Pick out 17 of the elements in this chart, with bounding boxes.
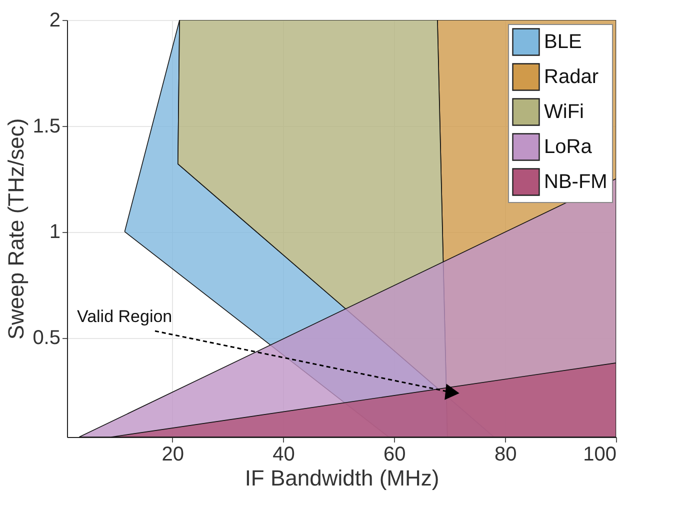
y-tick-label: 2 — [49, 10, 60, 32]
x-tick-label: 20 — [162, 444, 184, 466]
annotation: Valid Region — [77, 307, 172, 326]
legend-label: WiFi — [544, 101, 584, 123]
x-tick-label: 40 — [272, 444, 295, 466]
x-tick-label: 100 — [583, 444, 616, 466]
legend-label: NB-FM — [544, 171, 608, 193]
legend-label: BLE — [544, 31, 582, 53]
y-tick-label: 1.5 — [32, 115, 60, 138]
x-tick-label: 60 — [384, 444, 406, 466]
x-axis-title: IF Bandwidth (MHz) — [244, 466, 440, 490]
x-tick-label: 80 — [494, 444, 517, 466]
legend-label: Radar — [544, 66, 599, 88]
y-tick-label: 1 — [49, 221, 60, 244]
legend-label: LoRa — [544, 136, 593, 158]
y-tick-label: 0.5 — [32, 327, 60, 350]
y-axis-title: Sweep Rate (THz/sec) — [4, 118, 29, 340]
